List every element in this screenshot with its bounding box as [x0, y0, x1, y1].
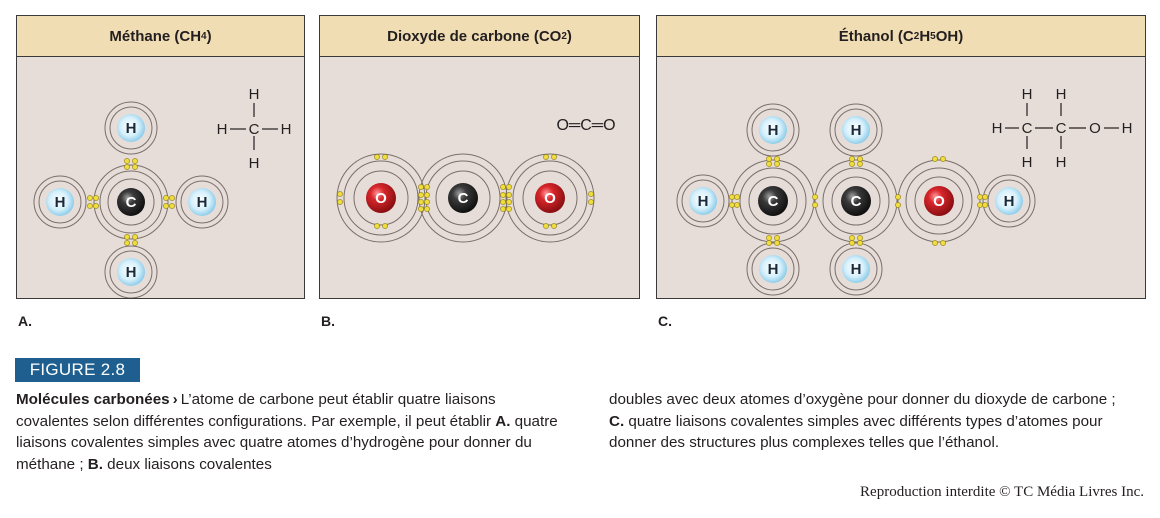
svg-text:H: H — [126, 120, 137, 137]
svg-text:O: O — [933, 193, 945, 210]
carbon-atom — [117, 188, 145, 216]
hydrogen-atom — [689, 187, 717, 215]
caption-column-1: Molécules carbonées › L’atome de carbone p… — [16, 391, 558, 473]
panel-title: Dioxyde de carbone (CO 2) — [320, 16, 639, 57]
hydrogen-atom — [842, 116, 870, 144]
svg-text:O: O — [1089, 120, 1101, 137]
hydrogen-atom — [995, 187, 1023, 215]
svg-text:C: C — [768, 193, 779, 210]
structural-formula: H H C H H — [217, 86, 292, 172]
oxygen-atom — [535, 183, 565, 213]
svg-text:H: H — [1122, 120, 1133, 137]
svg-text:C: C — [851, 193, 862, 210]
svg-text:H: H — [851, 122, 862, 139]
svg-text:C: C — [1022, 120, 1033, 137]
svg-text:C: C — [249, 121, 260, 138]
hydrogen-atom — [759, 116, 787, 144]
methane-diagram: H H H H C H H C H H — [33, 86, 292, 298]
hydrogen-atom — [188, 188, 216, 216]
panel-ethanol: Éthanol (C 2 H 5 OH) — [656, 15, 1146, 299]
svg-text:H: H — [249, 86, 260, 103]
svg-text:H: H — [1022, 86, 1033, 103]
hydrogen-atom — [117, 258, 145, 286]
svg-text:H: H — [1022, 154, 1033, 171]
carbon-atom — [448, 183, 478, 213]
svg-text:H: H — [768, 122, 779, 139]
panel-letter-c: C. — [658, 313, 672, 329]
svg-text:H: H — [1056, 86, 1067, 103]
svg-text:H: H — [249, 155, 260, 172]
hydrogen-atom — [759, 255, 787, 283]
svg-text:H: H — [55, 194, 66, 211]
panel-letter-a: A. — [18, 313, 32, 329]
oxygen-atom — [924, 186, 954, 216]
panel-title: Méthane (CH 4) — [17, 16, 304, 57]
svg-text:O: O — [544, 190, 556, 207]
panel-title: Éthanol (C 2 H 5 OH) — [657, 16, 1145, 57]
hydrogen-atom — [117, 114, 145, 142]
svg-text:H: H — [217, 121, 228, 138]
caption-arrow: › — [172, 391, 178, 408]
svg-text:H: H — [698, 193, 709, 210]
svg-text:H: H — [1004, 193, 1015, 210]
hydrogen-atom — [46, 188, 74, 216]
hydrogen-atom — [842, 255, 870, 283]
svg-text:H: H — [851, 261, 862, 278]
svg-text:C: C — [458, 190, 469, 207]
ethanol-diagram: H H H H H H C C O H H H C C O H H H — [676, 86, 1133, 296]
svg-text:C: C — [1056, 120, 1067, 137]
panel-methane: Méthane (CH 4) H H H — [16, 15, 305, 299]
carbon-atom — [758, 186, 788, 216]
svg-text:H: H — [768, 261, 779, 278]
svg-text:H: H — [126, 264, 137, 281]
copyright-credit: Reproduction interdite © TC Média Livres… — [860, 484, 1144, 500]
panel-letter-b: B. — [321, 313, 335, 329]
co2-diagram: O C O O═C═O — [336, 117, 616, 243]
figure-label: FIGURE 2.8 — [15, 358, 140, 382]
caption-title: Molécules carbonées — [16, 391, 170, 408]
svg-text:H: H — [281, 121, 292, 138]
structural-formula: O═C═O — [556, 117, 615, 134]
oxygen-atom — [366, 183, 396, 213]
svg-text:C: C — [126, 194, 137, 211]
svg-text:H: H — [197, 194, 208, 211]
svg-text:H: H — [992, 120, 1003, 137]
svg-text:H: H — [1056, 154, 1067, 171]
carbon-atom — [841, 186, 871, 216]
caption-column-2: doubles avec deux atomes d’oxygène pour … — [609, 391, 1116, 451]
panel-co2: Dioxyde de carbone (CO 2) O — [319, 15, 640, 299]
structural-formula: H H H C C O H H H — [992, 86, 1133, 171]
svg-text:O: O — [375, 190, 387, 207]
